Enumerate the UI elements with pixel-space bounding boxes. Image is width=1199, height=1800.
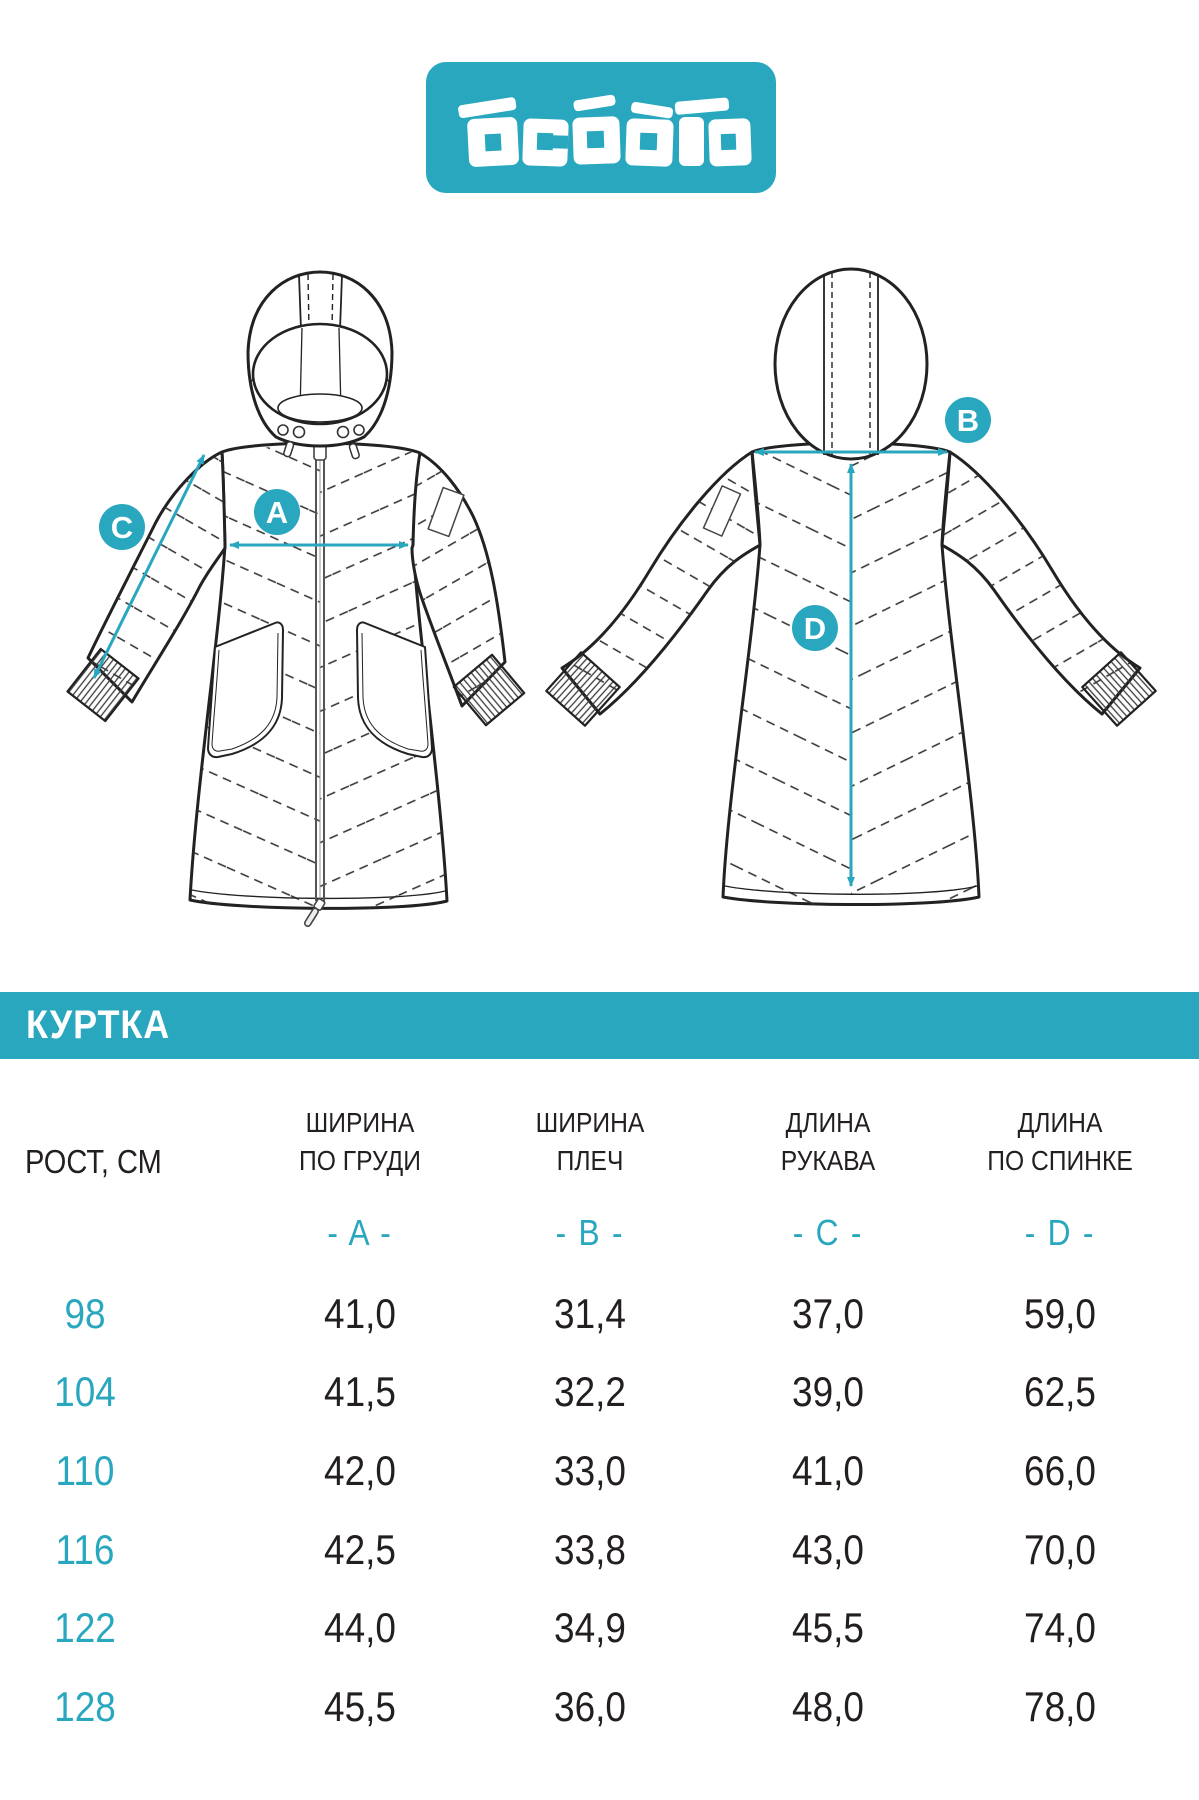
cell-value: 42,0 — [324, 1447, 396, 1494]
column-header: ПЛЕЧ — [556, 1145, 624, 1176]
cell-value: 43,0 — [792, 1526, 864, 1573]
jacket-diagrams: A C — [66, 267, 1157, 928]
dim-label-a: - A - — [327, 1212, 393, 1253]
cell-value: 48,0 — [792, 1683, 864, 1730]
measure-circle-d: D — [792, 605, 838, 651]
measure-arrow-c — [92, 454, 206, 679]
column-header: ПО ГРУДИ — [299, 1145, 421, 1176]
row-height-label: 116 — [55, 1526, 115, 1573]
column-header: РУКАВА — [780, 1145, 876, 1176]
back-hem-band — [724, 885, 978, 895]
cell-value: 44,0 — [324, 1604, 396, 1651]
column-header: ДЛИНА — [785, 1107, 871, 1138]
cell-value: 32,2 — [554, 1368, 626, 1415]
front-right-cuff — [452, 653, 526, 727]
svg-text:C: C — [111, 510, 133, 545]
front-zipper — [303, 440, 327, 928]
dim-label-b: - B - — [555, 1212, 625, 1253]
dim-label-c: - C - — [792, 1212, 864, 1253]
cell-value: 39,0 — [792, 1368, 864, 1415]
row-height-label: 98 — [64, 1290, 106, 1337]
row-header: РОСТ, СМ — [25, 1143, 162, 1180]
column-header: ШИРИНА — [535, 1107, 645, 1138]
cell-value: 62,5 — [1024, 1368, 1096, 1415]
front-sleeve-patch — [427, 486, 465, 538]
brand-logo — [426, 62, 776, 193]
back-left-cuff — [545, 651, 621, 727]
measure-circle-c: C — [99, 504, 145, 550]
cell-value: 41,5 — [324, 1368, 396, 1415]
column-header: ПО СПИНКЕ — [987, 1145, 1133, 1176]
cell-value: 45,5 — [324, 1683, 396, 1730]
product-title-banner: КУРТКА — [0, 992, 1199, 1059]
cell-value: 74,0 — [1024, 1604, 1096, 1651]
back-hood — [773, 267, 929, 461]
cell-value: 33,8 — [554, 1526, 626, 1573]
jacket-back-diagram: B D — [545, 267, 1157, 907]
row-height-label: 110 — [55, 1447, 115, 1494]
jacket-front-diagram: A C — [66, 270, 526, 928]
cell-value: 59,0 — [1024, 1290, 1096, 1337]
cell-value: 66,0 — [1024, 1447, 1096, 1494]
dim-label-d: - D - — [1024, 1212, 1096, 1253]
cell-value: 42,5 — [324, 1526, 396, 1573]
column-header: ШИРИНА — [305, 1107, 415, 1138]
svg-text:D: D — [804, 611, 826, 646]
cell-value: 34,9 — [554, 1604, 626, 1651]
row-height-label: 122 — [54, 1604, 116, 1651]
svg-text:A: A — [266, 495, 288, 530]
cell-value: 33,0 — [554, 1447, 626, 1494]
front-pockets — [207, 621, 433, 759]
cell-value: 36,0 — [554, 1683, 626, 1730]
back-sleeve-patch — [702, 485, 742, 537]
page-title: КУРТКА — [26, 1003, 171, 1047]
cell-value: 70,0 — [1024, 1526, 1096, 1573]
cell-value: 31,4 — [554, 1290, 626, 1337]
logo-wordmark — [458, 94, 752, 167]
measure-circle-a: A — [254, 489, 300, 535]
column-header: ДЛИНА — [1017, 1107, 1103, 1138]
front-hood — [246, 270, 394, 460]
cell-value: 41,0 — [324, 1290, 396, 1337]
row-height-label: 104 — [54, 1368, 116, 1415]
cell-value: 37,0 — [792, 1290, 864, 1337]
back-right-cuff — [1081, 651, 1157, 727]
cell-value: 45,5 — [792, 1604, 864, 1651]
cell-value: 78,0 — [1024, 1683, 1096, 1730]
row-height-label: 128 — [54, 1683, 116, 1730]
svg-text:B: B — [957, 403, 979, 438]
measure-circle-b: B — [945, 397, 991, 443]
cell-value: 41,0 — [792, 1447, 864, 1494]
